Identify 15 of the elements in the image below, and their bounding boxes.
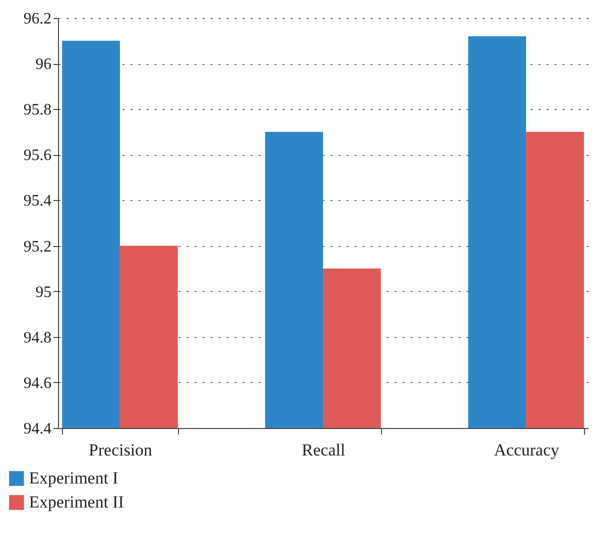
y-tick-label: 95.8 [24,102,52,119]
y-tick-label: 95 [36,284,52,301]
y-tick-label: 95.2 [24,238,52,256]
y-tick-label: 94.6 [24,374,52,392]
y-tick-label: 95.4 [24,192,52,210]
y-tick-label: 96 [36,56,52,74]
y-tick-label: 96.2 [24,10,52,28]
x-tick-label: Accuracy [494,440,560,460]
x-tick-label: Recall [302,440,346,460]
y-tick-label: 94.8 [24,329,52,346]
x-tick-label: Precision [88,440,153,460]
y-tick-label: 94.4 [24,420,52,438]
legend-label: Experiment II [29,492,124,512]
y-tick-label: 95.6 [24,147,52,164]
legend-label: Experiment I [29,468,119,488]
